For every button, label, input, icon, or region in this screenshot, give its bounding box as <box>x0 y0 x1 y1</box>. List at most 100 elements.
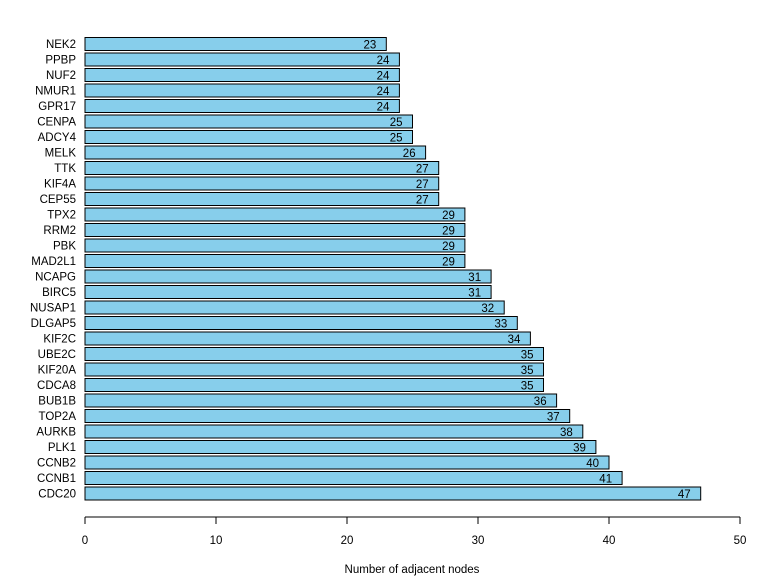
bar-bub1b <box>84 393 558 408</box>
category-labels: NEK2 PPBP NUF2 NMUR1 GPR17 CENPA ADCY4 MELK TTK K… <box>30 39 77 501</box>
category-label: PLK1 <box>48 442 76 454</box>
category-label: CENPA <box>37 117 76 129</box>
value-label: 27 <box>416 195 429 207</box>
bar-mad2l1 <box>84 254 466 268</box>
bar-ncapg <box>84 269 492 284</box>
value-label: 29 <box>442 257 455 269</box>
category-label: PBK <box>53 241 76 253</box>
value-label: 40 <box>586 458 599 470</box>
value-label: 24 <box>377 71 390 83</box>
category-label: CCNB1 <box>37 473 76 485</box>
category-label: AURKB <box>36 427 76 439</box>
bar-nmur1 <box>84 83 400 98</box>
x-tick-label: 0 <box>82 535 88 547</box>
category-label: ADCY4 <box>38 132 77 144</box>
category-label: CDC20 <box>38 489 76 501</box>
value-label: 36 <box>534 396 547 408</box>
bar-plk1 <box>84 440 597 454</box>
value-label: 24 <box>377 86 390 98</box>
value-label: 32 <box>481 303 494 315</box>
bar-ccnb2 <box>84 455 610 470</box>
value-label: 41 <box>599 474 612 486</box>
bar-rrm2 <box>84 223 466 237</box>
value-label: 27 <box>416 164 429 176</box>
category-label: CDCA8 <box>37 380 76 392</box>
bar-ube2c <box>84 347 544 361</box>
category-label: KIF2C <box>43 334 76 346</box>
category-label: MELK <box>45 148 77 160</box>
x-tick-label: 10 <box>210 535 223 547</box>
bar-kif2c <box>84 331 531 346</box>
bar-nusap1 <box>84 300 505 315</box>
value-label: 34 <box>508 334 521 346</box>
bar-nuf2 <box>84 68 400 82</box>
bar-top2a <box>84 409 571 423</box>
category-label: NMUR1 <box>35 86 76 98</box>
value-label: 25 <box>390 117 403 129</box>
value-label: 35 <box>521 381 534 393</box>
bar-tpx2 <box>84 207 466 222</box>
category-label: DLGAP5 <box>31 318 76 330</box>
category-label: BIRC5 <box>42 287 76 299</box>
value-label: 24 <box>377 102 390 114</box>
category-label: CCNB2 <box>37 458 76 470</box>
x-tick-label: 30 <box>472 535 485 547</box>
value-label: 31 <box>468 288 481 300</box>
bars-group <box>84 37 702 501</box>
category-label: TOP2A <box>39 411 77 423</box>
bar-ppbp <box>84 52 400 67</box>
x-axis: 0 10 20 30 40 50 <box>82 516 747 547</box>
bar-kif20a <box>84 362 544 377</box>
value-label: 33 <box>495 319 508 331</box>
bar-aurkb <box>84 424 584 439</box>
bar-birc5 <box>84 285 492 299</box>
category-label: BUB1B <box>38 396 76 408</box>
value-label: 26 <box>403 148 416 160</box>
value-label: 27 <box>416 179 429 191</box>
x-axis-title: Number of adjacent nodes <box>345 564 480 576</box>
x-tick-label: 20 <box>341 535 354 547</box>
category-label: NEK2 <box>46 39 76 51</box>
value-label: 35 <box>521 350 534 362</box>
bar-nek2 <box>84 37 387 51</box>
bar-kif4a <box>84 176 440 191</box>
category-label: RRM2 <box>43 225 76 237</box>
bar-ccnb1 <box>84 471 623 485</box>
value-label: 29 <box>442 226 455 238</box>
category-label: MAD2L1 <box>31 256 76 268</box>
bar-cep55 <box>84 192 440 206</box>
value-labels: 2324242424252526272727292929293131323334… <box>364 40 691 502</box>
category-label: NCAPG <box>35 272 76 284</box>
category-label: NUSAP1 <box>30 303 76 315</box>
value-label: 38 <box>560 427 573 439</box>
bar-cdca8 <box>84 378 544 392</box>
category-label: NUF2 <box>46 70 76 82</box>
bar-ttk <box>84 161 440 175</box>
category-label: TPX2 <box>47 210 76 222</box>
value-label: 31 <box>468 272 481 284</box>
value-label: 39 <box>573 443 586 455</box>
value-label: 24 <box>377 55 390 67</box>
bar-pbk <box>84 238 466 253</box>
category-label: PPBP <box>45 55 76 67</box>
bar-cdc20 <box>84 486 702 501</box>
category-label: GPR17 <box>38 101 76 113</box>
category-label: CEP55 <box>40 194 76 206</box>
value-label: 25 <box>390 133 403 145</box>
x-tick-label: 40 <box>603 535 616 547</box>
value-label: 35 <box>521 365 534 377</box>
category-label: TTK <box>54 163 76 175</box>
bar-dlgap5 <box>84 316 518 330</box>
value-label: 29 <box>442 210 455 222</box>
x-tick-label: 50 <box>734 535 747 547</box>
value-label: 29 <box>442 241 455 253</box>
value-label: 37 <box>547 412 560 424</box>
bar-cenpa <box>84 114 413 129</box>
bar-gpr17 <box>84 99 400 113</box>
category-label: UBE2C <box>38 349 76 361</box>
category-label: KIF4A <box>44 179 76 191</box>
value-label: 23 <box>364 40 377 52</box>
value-label: 47 <box>678 489 691 501</box>
bar-adcy4 <box>84 130 413 144</box>
